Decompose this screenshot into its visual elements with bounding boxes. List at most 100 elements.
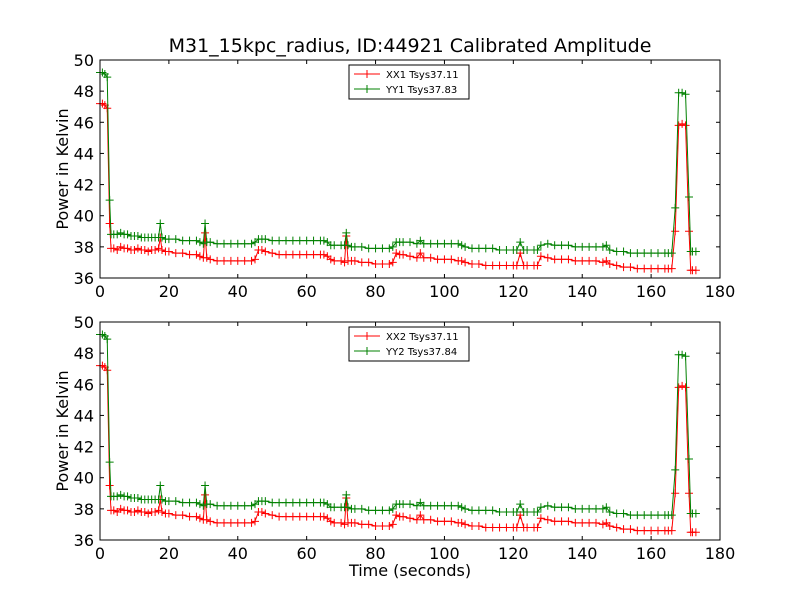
data-point (213, 501, 222, 510)
data-point (647, 249, 656, 258)
data-point (156, 481, 165, 490)
data-point (201, 228, 210, 237)
data-point (671, 465, 680, 474)
data-point (268, 236, 277, 245)
data-point (158, 507, 166, 516)
data-point (633, 526, 642, 535)
data-point (261, 235, 270, 244)
data-point (598, 504, 607, 513)
data-point (282, 236, 290, 245)
data-point (220, 501, 228, 510)
data-point (140, 507, 149, 516)
data-point (257, 507, 266, 516)
data-point (140, 245, 149, 254)
data-point (578, 518, 587, 527)
legend-marker (363, 85, 371, 93)
data-point (671, 203, 680, 212)
data-point (468, 521, 476, 530)
data-point (399, 250, 408, 259)
data-point (319, 236, 328, 245)
data-point (516, 238, 525, 247)
data-point (678, 88, 687, 97)
data-point (392, 511, 401, 520)
legend-marker (363, 70, 371, 78)
data-point (667, 264, 676, 273)
x-tick-label: 20 (159, 282, 179, 301)
data-point (619, 525, 628, 534)
data-point (342, 228, 351, 237)
data-point (378, 521, 387, 530)
data-point (192, 236, 201, 245)
data-point (619, 247, 628, 256)
data-point (116, 490, 125, 499)
data-point (457, 503, 466, 512)
data-point (426, 239, 435, 248)
data-point (416, 511, 425, 520)
data-point (488, 523, 497, 532)
data-point (185, 236, 194, 245)
data-point (154, 244, 163, 253)
data-point (130, 507, 139, 516)
data-point (461, 520, 470, 529)
bottom-panel: Power in Kelvin 0 20 40 60 80 100 120 140 160 180… (53, 313, 735, 563)
data-point (612, 261, 621, 270)
data-point (571, 518, 580, 527)
data-point (426, 253, 435, 262)
data-point (502, 523, 511, 532)
data-point (201, 219, 210, 228)
data-point (626, 263, 635, 272)
y-tick-label: 50 (74, 51, 94, 70)
legend-label: XX1 Tsys37.11 (386, 70, 459, 81)
data-point (275, 250, 284, 259)
data-point (681, 121, 690, 130)
data-point (447, 239, 456, 248)
data-point (233, 239, 242, 248)
data-point (388, 520, 397, 529)
data-point (388, 258, 397, 267)
data-point (171, 249, 180, 258)
data-point (674, 383, 683, 392)
data-point (481, 506, 490, 515)
data-point (602, 503, 611, 512)
y-tick-label: 40 (74, 207, 94, 226)
data-point (344, 503, 352, 512)
x-tick-label: 140 (567, 282, 598, 301)
data-point (133, 231, 142, 240)
data-point (536, 503, 545, 512)
data-point (319, 498, 328, 507)
data-point (201, 481, 210, 490)
data-point (226, 501, 235, 510)
data-point (330, 241, 339, 250)
data-point (340, 520, 349, 529)
data-point (309, 512, 318, 521)
data-point (164, 247, 173, 256)
data-point (326, 255, 335, 264)
data-point (626, 511, 635, 520)
data-point (202, 515, 211, 524)
data-point (350, 518, 359, 527)
data-point (585, 518, 594, 527)
data-point (578, 504, 587, 513)
data-point (557, 517, 566, 526)
data-point (171, 511, 180, 520)
data-point (667, 511, 676, 520)
data-point (667, 526, 676, 535)
data-point (647, 511, 656, 520)
data-point (385, 244, 394, 253)
data-point (295, 512, 304, 521)
x-tick-label: 0 (95, 282, 105, 301)
data-point (385, 521, 394, 530)
data-point (171, 235, 180, 244)
data-point (419, 515, 428, 524)
data-point (158, 495, 166, 504)
data-point (685, 227, 693, 236)
data-point (512, 261, 521, 270)
x-tick-label: 20 (159, 544, 179, 563)
data-point (226, 518, 235, 527)
data-point (536, 241, 545, 250)
data-point (447, 517, 456, 526)
data-point (261, 247, 270, 256)
data-point (151, 507, 160, 516)
data-point (371, 244, 380, 253)
data-point (654, 511, 662, 520)
